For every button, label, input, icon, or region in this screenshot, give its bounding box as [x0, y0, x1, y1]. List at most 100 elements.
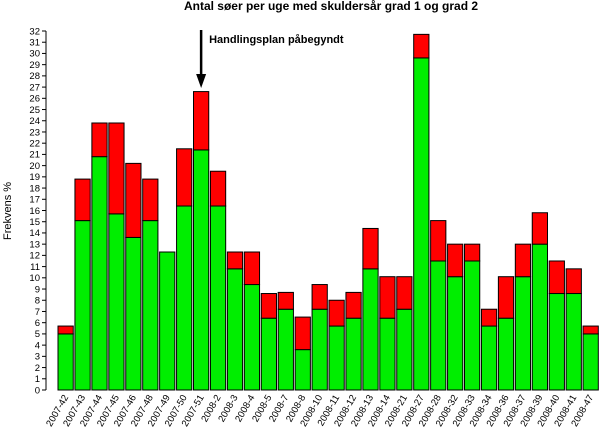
bar-segment	[176, 148, 193, 207]
y-tick-label: 22	[29, 138, 40, 149]
chart-title: Antal søer per uge med skuldersår grad 1…	[184, 0, 478, 13]
y-tick-label: 32	[29, 26, 40, 37]
bar-segment	[464, 260, 481, 391]
bar-segment	[464, 243, 481, 262]
bar-segment	[209, 205, 227, 391]
bar-segment	[328, 325, 345, 391]
bar-segment	[108, 213, 125, 391]
bar-segment	[345, 317, 362, 391]
y-tick-label: 9	[35, 284, 40, 295]
bar-segment	[243, 251, 261, 286]
y-tick-label: 27	[29, 82, 40, 93]
y-tick-label: 29	[29, 60, 40, 71]
bar-segment	[379, 276, 396, 319]
bar-segment	[125, 162, 142, 238]
annotation-arrow-head	[196, 74, 207, 88]
bar-segment	[548, 260, 565, 295]
bar-segment	[311, 308, 328, 391]
bar-segment	[430, 220, 447, 262]
bar-segment	[430, 260, 447, 391]
y-tick-label: 15	[29, 217, 40, 228]
bar-segment	[447, 276, 464, 391]
bar-segment	[277, 308, 294, 391]
bar-segment	[447, 243, 464, 278]
bar-segment	[582, 333, 599, 391]
y-tick-label: 5	[35, 329, 40, 340]
bar-segment	[260, 293, 277, 319]
bar-segment	[277, 291, 294, 310]
bar-segment	[91, 156, 108, 391]
bar-segment	[531, 243, 548, 391]
bar-segment	[176, 205, 193, 391]
y-tick-label: 26	[29, 94, 40, 105]
bar-segment	[57, 325, 74, 335]
bar-segment	[108, 122, 125, 215]
bar-segment	[565, 268, 582, 295]
bar-segment	[226, 268, 244, 391]
bar-segment	[514, 243, 532, 278]
y-tick-label: 7	[35, 307, 40, 318]
bar-segment	[345, 291, 362, 319]
y-tick-label: 30	[29, 49, 40, 60]
bar-segment	[260, 317, 277, 391]
bar-segment	[362, 227, 379, 270]
bar-segment	[497, 317, 515, 391]
bars-group	[57, 33, 599, 391]
bar-segment	[243, 284, 261, 391]
bar-segment	[497, 276, 515, 319]
annotation-label: Handlingsplan påbegyndt	[209, 34, 344, 46]
bar-segment	[413, 57, 430, 391]
bar-segment	[74, 220, 91, 391]
bar-segment	[159, 251, 176, 391]
bar-segment	[294, 316, 311, 351]
bar-segment	[91, 122, 108, 158]
bar-segment	[125, 236, 142, 391]
bar-segment	[311, 284, 328, 310]
bar-segment	[413, 33, 430, 59]
bar-segment	[209, 170, 227, 207]
bar-segment	[565, 293, 582, 391]
y-tick-label: 12	[29, 251, 40, 262]
y-tick-label: 24	[29, 116, 40, 127]
y-tick-label: 6	[35, 318, 40, 329]
y-axis: 0123456789101112131415161718192021222324…	[29, 26, 47, 396]
y-tick-label: 0	[35, 385, 40, 396]
bar-segment	[193, 149, 210, 391]
bar-segment	[480, 308, 498, 327]
bar-segment	[531, 212, 548, 245]
y-tick-label: 31	[29, 38, 40, 49]
bar-segment	[396, 276, 413, 310]
annotation: Handlingsplan påbegyndt	[196, 30, 344, 88]
bar-segment	[396, 308, 413, 391]
y-tick-label: 13	[29, 239, 40, 250]
bar-segment	[582, 325, 599, 335]
bar-segment	[142, 220, 159, 391]
y-tick-label: 2	[35, 363, 40, 374]
y-tick-label: 19	[29, 172, 40, 183]
bar-segment	[548, 293, 565, 391]
y-tick-label: 21	[29, 150, 40, 161]
y-tick-label: 16	[29, 206, 40, 217]
bar-segment	[226, 251, 244, 270]
y-tick-label: 18	[29, 183, 40, 194]
x-axis-tick-labels: 2007-422007-432007-442007-452007-462007-…	[44, 393, 596, 429]
bar-segment	[514, 276, 532, 391]
bar-segment	[193, 91, 210, 151]
y-axis-label: Frekvens %	[2, 182, 14, 240]
bar-segment	[362, 268, 379, 391]
bar-segment	[142, 178, 159, 222]
y-tick-label: 1	[35, 374, 40, 385]
y-tick-label: 23	[29, 127, 40, 138]
y-tick-label: 28	[29, 71, 40, 82]
bar-segment	[74, 178, 91, 222]
y-tick-label: 14	[29, 228, 40, 239]
y-tick-label: 20	[29, 161, 40, 172]
bar-segment	[294, 349, 311, 391]
y-tick-label: 3	[35, 352, 40, 363]
bar-segment	[480, 325, 498, 391]
bar-segment	[379, 317, 396, 391]
y-tick-label: 11	[30, 262, 40, 273]
y-tick-label: 10	[29, 273, 40, 284]
y-tick-label: 25	[29, 105, 40, 116]
